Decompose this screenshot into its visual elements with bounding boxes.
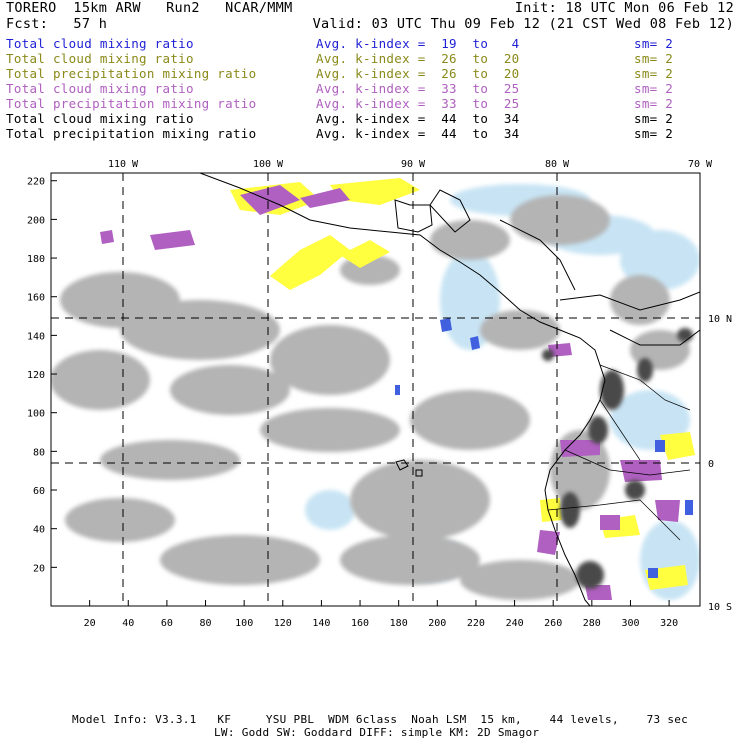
- legend-index: Avg. k-index = 19 to 4: [316, 36, 520, 51]
- tick-marks: [51, 180, 670, 606]
- y-tick-label: 220: [27, 177, 45, 188]
- legend-sm: sm= 2: [634, 111, 674, 126]
- x-tick-label: 160: [351, 618, 369, 629]
- plot-frame: [50, 172, 701, 607]
- legend-index: Avg. k-index = 33 to 25: [316, 81, 520, 96]
- valid-time: Valid: 03 UTC Thu 09 Feb 12 (21 CST Wed …: [312, 16, 734, 32]
- legend-row: Total cloud mixing ratio Avg. k-index = …: [6, 111, 736, 126]
- legend-sm: sm= 2: [634, 36, 674, 51]
- x-tick-label: 260: [544, 618, 562, 629]
- init-time: Init: 18 UTC Mon 06 Feb 12: [514, 0, 734, 16]
- model-title: TORERO 15km ARW Run2 NCAR/MMM: [6, 0, 293, 16]
- y-tick-label: 100: [27, 409, 45, 420]
- lat-label: 10 S: [708, 602, 732, 613]
- legend-row: Total precipitation mixing ratio Avg. k-…: [6, 66, 736, 81]
- legend-row: Total cloud mixing ratio Avg. k-index = …: [6, 51, 736, 66]
- legend-field: Total precipitation mixing ratio: [6, 126, 257, 141]
- y-tick-label: 120: [27, 370, 45, 381]
- y-tick-labels: 20 40 60 80 100 120 140 160 180 200 220: [27, 177, 45, 575]
- forecast-hour: Fcst: 57 h: [6, 16, 108, 32]
- y-tick-label: 20: [33, 563, 45, 574]
- x-tick-label: 320: [660, 618, 678, 629]
- legend-index: Avg. k-index = 44 to 34: [316, 126, 520, 141]
- x-tick-labels: 20 40 60 80 100 120 140 160 180 200 220 240 260 280 30…: [84, 618, 679, 629]
- x-tick-label: 80: [199, 618, 211, 629]
- legend-sm: sm= 2: [634, 66, 674, 81]
- legend-index: Avg. k-index = 44 to 34: [316, 111, 520, 126]
- x-tick-label: 280: [583, 618, 601, 629]
- lon-label: 80 W: [545, 159, 570, 170]
- legend-row: Total precipitation mixing ratio Avg. k-…: [6, 126, 736, 141]
- legend-field: Total cloud mixing ratio: [6, 36, 194, 51]
- legend-index: Avg. k-index = 26 to 20: [316, 66, 520, 81]
- legend-sm: sm= 2: [634, 81, 674, 96]
- x-tick-label: 140: [312, 618, 330, 629]
- graticule: [51, 173, 700, 606]
- x-tick-label: 60: [161, 618, 173, 629]
- legend-field: Total cloud mixing ratio: [6, 81, 194, 96]
- x-tick-label: 180: [390, 618, 408, 629]
- legend-row: Total cloud mixing ratio Avg. k-index = …: [6, 81, 736, 96]
- coastlines: [199, 173, 700, 606]
- gray-cloud-field: [51, 195, 690, 600]
- legend-sm: sm= 2: [634, 126, 674, 141]
- country-borders: [547, 364, 691, 541]
- x-tick-label: 120: [274, 618, 292, 629]
- x-tick-label: 100: [235, 618, 253, 629]
- y-tick-label: 160: [27, 293, 45, 304]
- purple-precip-field: [100, 185, 680, 600]
- blue-cloud-field: [395, 318, 693, 578]
- lon-label: 70 W: [688, 159, 713, 170]
- lon-label: 100 W: [253, 159, 284, 170]
- y-tick-label: 200: [27, 215, 45, 226]
- model-info: Model Info: V3.3.1 KF YSU PBL WDM 6class…: [72, 713, 689, 726]
- legend-sm: sm= 2: [634, 51, 674, 66]
- legend-field: Total cloud mixing ratio: [6, 51, 194, 66]
- map-fields: [51, 178, 700, 600]
- y-tick-label: 140: [27, 331, 45, 342]
- lat-label: 0: [708, 459, 714, 470]
- y-tick-label: 60: [33, 486, 45, 497]
- legend-row: Total cloud mixing ratio Avg. k-index = …: [6, 36, 736, 51]
- x-tick-label: 300: [621, 618, 639, 629]
- y-tick-label: 180: [27, 254, 45, 265]
- legend-field: Total cloud mixing ratio: [6, 111, 194, 126]
- x-tick-label: 240: [506, 618, 524, 629]
- lat-label: 10 N: [708, 314, 732, 325]
- x-tick-label: 200: [428, 618, 446, 629]
- legend-sm: sm= 2: [634, 96, 674, 111]
- model-physics: LW: Godd SW: Goddard DIFF: simple KM: 2D…: [214, 726, 540, 739]
- legend-field: Total precipitation mixing ratio: [6, 96, 257, 111]
- lon-label: 110 W: [108, 159, 139, 170]
- legend-index: Avg. k-index = 26 to 20: [316, 51, 520, 66]
- dark-cloud-cores: [542, 328, 693, 589]
- lon-label: 90 W: [401, 159, 426, 170]
- x-tick-label: 20: [84, 618, 96, 629]
- x-tick-label: 220: [467, 618, 485, 629]
- y-tick-label: 40: [33, 525, 45, 536]
- y-tick-label: 80: [33, 447, 45, 458]
- legend-field: Total precipitation mixing ratio: [6, 66, 257, 81]
- legend-row: Total precipitation mixing ratio Avg. k-…: [6, 96, 736, 111]
- legend-index: Avg. k-index = 33 to 25: [316, 96, 520, 111]
- x-tick-label: 40: [122, 618, 134, 629]
